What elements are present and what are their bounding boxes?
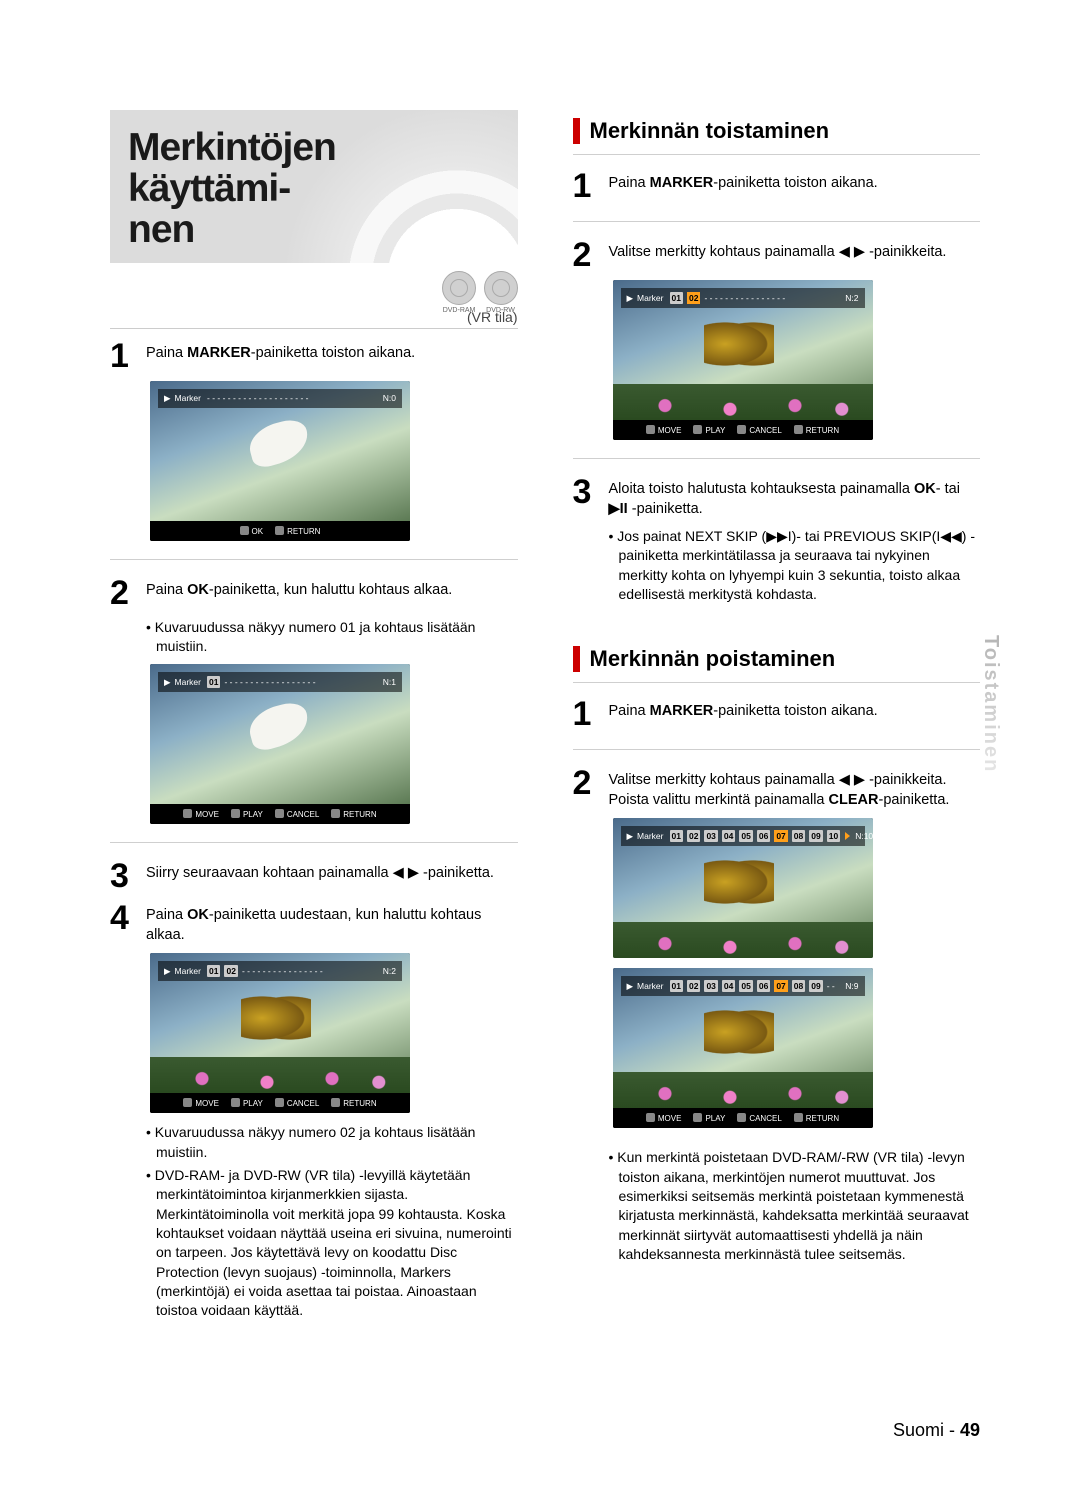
screenshot-marker-01: ▶ Marker 01 - - - - - - - - - - - - - - … [150,664,410,824]
subhead-delete-marker: Merkinnän poistaminen [573,646,981,683]
screenshot-marker-empty: ▶ Marker - - - - - - - - - - - - - - - -… [150,381,410,541]
subhead-play-marker: Merkinnän toistaminen [573,118,981,155]
play-icon: ▶ [627,293,634,304]
right-play-step-1: 1 Paina MARKER-painiketta toiston aikana… [573,169,981,203]
screenshot-del-after: ▶Marker 010203040506070809- - N:9 MOVE P… [613,968,873,1128]
osd-ok: OK [240,526,264,536]
right-play-step-3-note: Jos painat NEXT SKIP (▶▶I)- tai PREVIOUS… [609,527,981,604]
left-step-4-note1: Kuvaruudussa näkyy numero 02 ja kohtaus … [146,1123,518,1162]
page-title-banner: Merkintöjen käyttämi-nen [110,110,518,263]
left-step-2: 2 Paina OK-painiketta, kun haluttu kohta… [110,576,518,610]
right-del-step-2: 2 Valitse merkitty kohtaus painamalla ◀ … [573,766,981,810]
side-tab: Toistaminen [979,635,1002,773]
left-step-1: 1 Paina MARKER-painiketta toiston aikana… [110,339,518,373]
left-step-3: 3 Siirry seuraavaan kohtaan painamalla ◀… [110,859,518,893]
screenshot-marker-02: ▶ Marker 0102 - - - - - - - - - - - - - … [150,953,410,1113]
right-del-step-1: 1 Paina MARKER-painiketta toiston aikana… [573,697,981,731]
screenshot-play-select: ▶ Marker 0102 - - - - - - - - - - - - - … [613,280,873,440]
right-play-step-2: 2 Valitse merkitty kohtaus painamalla ◀ … [573,238,981,272]
left-step-4-note2: DVD-RAM- ja DVD-RW (VR tila) -levyillä k… [146,1166,518,1321]
osd-return: RETURN [275,526,320,536]
play-icon: ▶ [164,677,171,688]
dvd-rw-icon: DVD-RW [484,271,518,305]
dvd-ram-icon: DVD-RAM [442,271,476,305]
disc-icons: DVD-RAM DVD-RW [110,271,518,305]
left-step-2-note: Kuvaruudussa näkyy numero 01 ja kohtaus … [146,618,518,657]
play-icon: ▶ [164,393,171,404]
screenshot-del-before: ▶Marker 01020304050607080910 N:10 [613,818,873,958]
right-del-note: Kun merkintä poistetaan DVD-RAM/-RW (VR … [609,1148,981,1264]
page-footer: Suomi - 49 [893,1420,980,1441]
play-icon: ▶ [164,966,171,977]
right-play-step-3: 3 Aloita toisto halutusta kohtauksesta p… [573,475,981,519]
left-step-4: 4 Paina OK-painiketta uudestaan, kun hal… [110,901,518,945]
page-title: Merkintöjen käyttämi-nen [128,128,500,251]
